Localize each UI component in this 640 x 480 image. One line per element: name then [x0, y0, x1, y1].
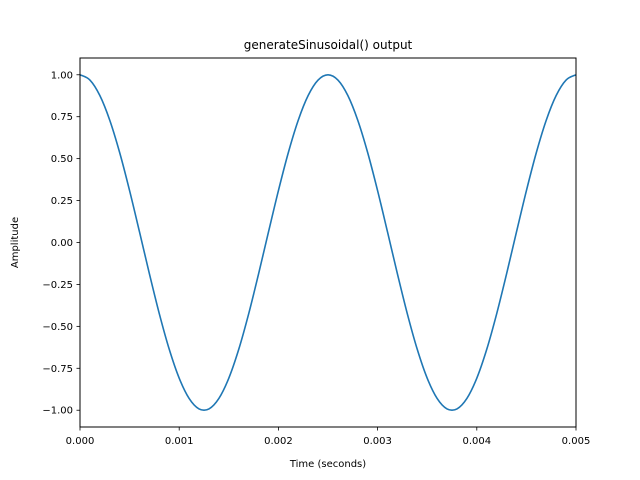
x-tick-label: 0.002 — [264, 436, 293, 447]
y-tick-label: 0.00 — [51, 238, 73, 249]
y-tick-label: −0.75 — [42, 364, 73, 375]
y-axis: −1.00 −0.75 −0.50 −0.25 0.00 0.25 0.50 0.75 1.00 — [42, 70, 80, 417]
x-tick-label: 0.000 — [66, 436, 95, 447]
y-tick-label: −0.25 — [42, 280, 73, 291]
series-line — [79, 73, 577, 412]
x-axis-label: Time (seconds) — [289, 459, 366, 470]
x-tick-label: 0.003 — [363, 436, 392, 447]
y-tick-label: 0.25 — [51, 196, 73, 207]
y-tick-label: 0.75 — [51, 112, 73, 123]
y-axis-label: Amplitude — [10, 217, 21, 268]
y-tick-label: 0.50 — [51, 154, 73, 165]
y-tick-label: −0.50 — [42, 322, 73, 333]
x-axis: 0.000 0.001 0.002 0.003 0.004 0.005 — [66, 427, 591, 447]
y-tick-label: −1.00 — [42, 406, 73, 417]
x-tick-label: 0.004 — [462, 436, 491, 447]
x-tick-label: 0.005 — [562, 436, 591, 447]
plot-area — [79, 73, 577, 412]
y-tick-label: 1.00 — [51, 70, 73, 81]
x-tick-label: 0.001 — [165, 436, 194, 447]
chart-title: generateSinusoidal() output — [244, 38, 413, 52]
